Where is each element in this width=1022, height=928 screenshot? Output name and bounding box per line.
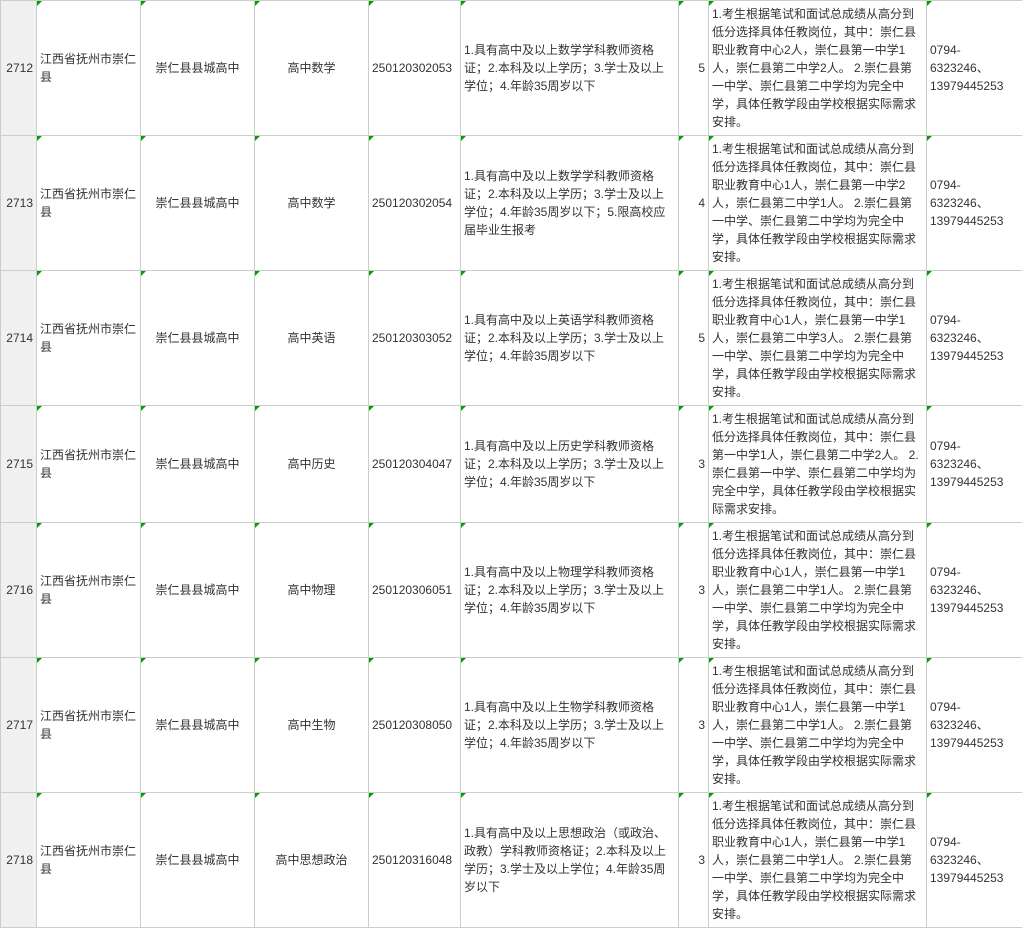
school-cell: 崇仁县县城高中 — [141, 658, 255, 793]
location-cell: 江西省抚州市崇仁县 — [37, 658, 141, 793]
phone-cell: 0794-6323246、13979445253 — [927, 793, 1022, 928]
note-cell: 1.考生根据笔试和面试总成绩从高分到低分选择具体任教岗位，其中：崇仁县职业教育中… — [709, 136, 927, 271]
note-cell: 1.考生根据笔试和面试总成绩从高分到低分选择具体任教岗位，其中：崇仁县职业教育中… — [709, 793, 927, 928]
requirement-cell: 1.具有高中及以上数学学科教师资格证；2.本科及以上学历；3.学士及以上学位；4… — [461, 136, 679, 271]
requirement-cell: 1.具有高中及以上物理学科教师资格证；2.本科及以上学历；3.学士及以上学位；4… — [461, 523, 679, 658]
table-row: 2716江西省抚州市崇仁县崇仁县县城高中高中物理2501203060511.具有… — [1, 523, 1022, 658]
location-cell: 江西省抚州市崇仁县 — [37, 793, 141, 928]
phone-cell: 0794-6323246、13979445253 — [927, 136, 1022, 271]
note-cell: 1.考生根据笔试和面试总成绩从高分到低分选择具体任教岗位，其中：崇仁县职业教育中… — [709, 1, 927, 136]
location-cell: 江西省抚州市崇仁县 — [37, 271, 141, 406]
row-index: 2718 — [1, 793, 37, 928]
count-cell: 4 — [679, 136, 709, 271]
school-cell: 崇仁县县城高中 — [141, 1, 255, 136]
phone-cell: 0794-6323246、13979445253 — [927, 406, 1022, 523]
subject-cell: 高中生物 — [255, 658, 369, 793]
school-cell: 崇仁县县城高中 — [141, 136, 255, 271]
count-cell: 3 — [679, 793, 709, 928]
row-index: 2717 — [1, 658, 37, 793]
phone-cell: 0794-6323246、13979445253 — [927, 658, 1022, 793]
table-row: 2714江西省抚州市崇仁县崇仁县县城高中高中英语2501203030521.具有… — [1, 271, 1022, 406]
school-cell: 崇仁县县城高中 — [141, 271, 255, 406]
table-row: 2713江西省抚州市崇仁县崇仁县县城高中高中数学2501203020541.具有… — [1, 136, 1022, 271]
location-cell: 江西省抚州市崇仁县 — [37, 1, 141, 136]
count-cell: 3 — [679, 406, 709, 523]
count-cell: 3 — [679, 658, 709, 793]
requirement-cell: 1.具有高中及以上生物学科教师资格证；2.本科及以上学历；3.学士及以上学位；4… — [461, 658, 679, 793]
school-cell: 崇仁县县城高中 — [141, 793, 255, 928]
subject-cell: 高中数学 — [255, 136, 369, 271]
code-cell: 250120304047 — [369, 406, 461, 523]
requirement-cell: 1.具有高中及以上数学学科教师资格证；2.本科及以上学历；3.学士及以上学位；4… — [461, 1, 679, 136]
note-cell: 1.考生根据笔试和面试总成绩从高分到低分选择具体任教岗位，其中：崇仁县职业教育中… — [709, 271, 927, 406]
subject-cell: 高中物理 — [255, 523, 369, 658]
count-cell: 3 — [679, 523, 709, 658]
code-cell: 250120302054 — [369, 136, 461, 271]
subject-cell: 高中英语 — [255, 271, 369, 406]
school-cell: 崇仁县县城高中 — [141, 523, 255, 658]
row-index: 2715 — [1, 406, 37, 523]
code-cell: 250120306051 — [369, 523, 461, 658]
note-cell: 1.考生根据笔试和面试总成绩从高分到低分选择具体任教岗位，其中：崇仁县职业教育中… — [709, 523, 927, 658]
subject-cell: 高中思想政治 — [255, 793, 369, 928]
table-row: 2715江西省抚州市崇仁县崇仁县县城高中高中历史2501203040471.具有… — [1, 406, 1022, 523]
requirement-cell: 1.具有高中及以上思想政治（或政治、政教）学科教师资格证；2.本科及以上学历；3… — [461, 793, 679, 928]
table-row: 2718江西省抚州市崇仁县崇仁县县城高中高中思想政治2501203160481.… — [1, 793, 1022, 928]
count-cell: 5 — [679, 1, 709, 136]
row-index: 2716 — [1, 523, 37, 658]
note-cell: 1.考生根据笔试和面试总成绩从高分到低分选择具体任教岗位，其中：崇仁县第一中学1… — [709, 406, 927, 523]
location-cell: 江西省抚州市崇仁县 — [37, 523, 141, 658]
requirement-cell: 1.具有高中及以上历史学科教师资格证；2.本科及以上学历；3.学士及以上学位；4… — [461, 406, 679, 523]
location-cell: 江西省抚州市崇仁县 — [37, 136, 141, 271]
row-index: 2714 — [1, 271, 37, 406]
table-row: 2712江西省抚州市崇仁县崇仁县县城高中高中数学2501203020531.具有… — [1, 1, 1022, 136]
code-cell: 250120302053 — [369, 1, 461, 136]
phone-cell: 0794-6323246、13979445253 — [927, 523, 1022, 658]
phone-cell: 0794-6323246、13979445253 — [927, 271, 1022, 406]
code-cell: 250120303052 — [369, 271, 461, 406]
count-cell: 5 — [679, 271, 709, 406]
note-cell: 1.考生根据笔试和面试总成绩从高分到低分选择具体任教岗位，其中：崇仁县职业教育中… — [709, 658, 927, 793]
code-cell: 250120308050 — [369, 658, 461, 793]
location-cell: 江西省抚州市崇仁县 — [37, 406, 141, 523]
row-index: 2713 — [1, 136, 37, 271]
requirement-cell: 1.具有高中及以上英语学科教师资格证；2.本科及以上学历；3.学士及以上学位；4… — [461, 271, 679, 406]
row-index: 2712 — [1, 1, 37, 136]
recruitment-table: 2712江西省抚州市崇仁县崇仁县县城高中高中数学2501203020531.具有… — [0, 0, 1022, 928]
school-cell: 崇仁县县城高中 — [141, 406, 255, 523]
table-row: 2717江西省抚州市崇仁县崇仁县县城高中高中生物2501203080501.具有… — [1, 658, 1022, 793]
subject-cell: 高中数学 — [255, 1, 369, 136]
subject-cell: 高中历史 — [255, 406, 369, 523]
phone-cell: 0794-6323246、13979445253 — [927, 1, 1022, 136]
code-cell: 250120316048 — [369, 793, 461, 928]
